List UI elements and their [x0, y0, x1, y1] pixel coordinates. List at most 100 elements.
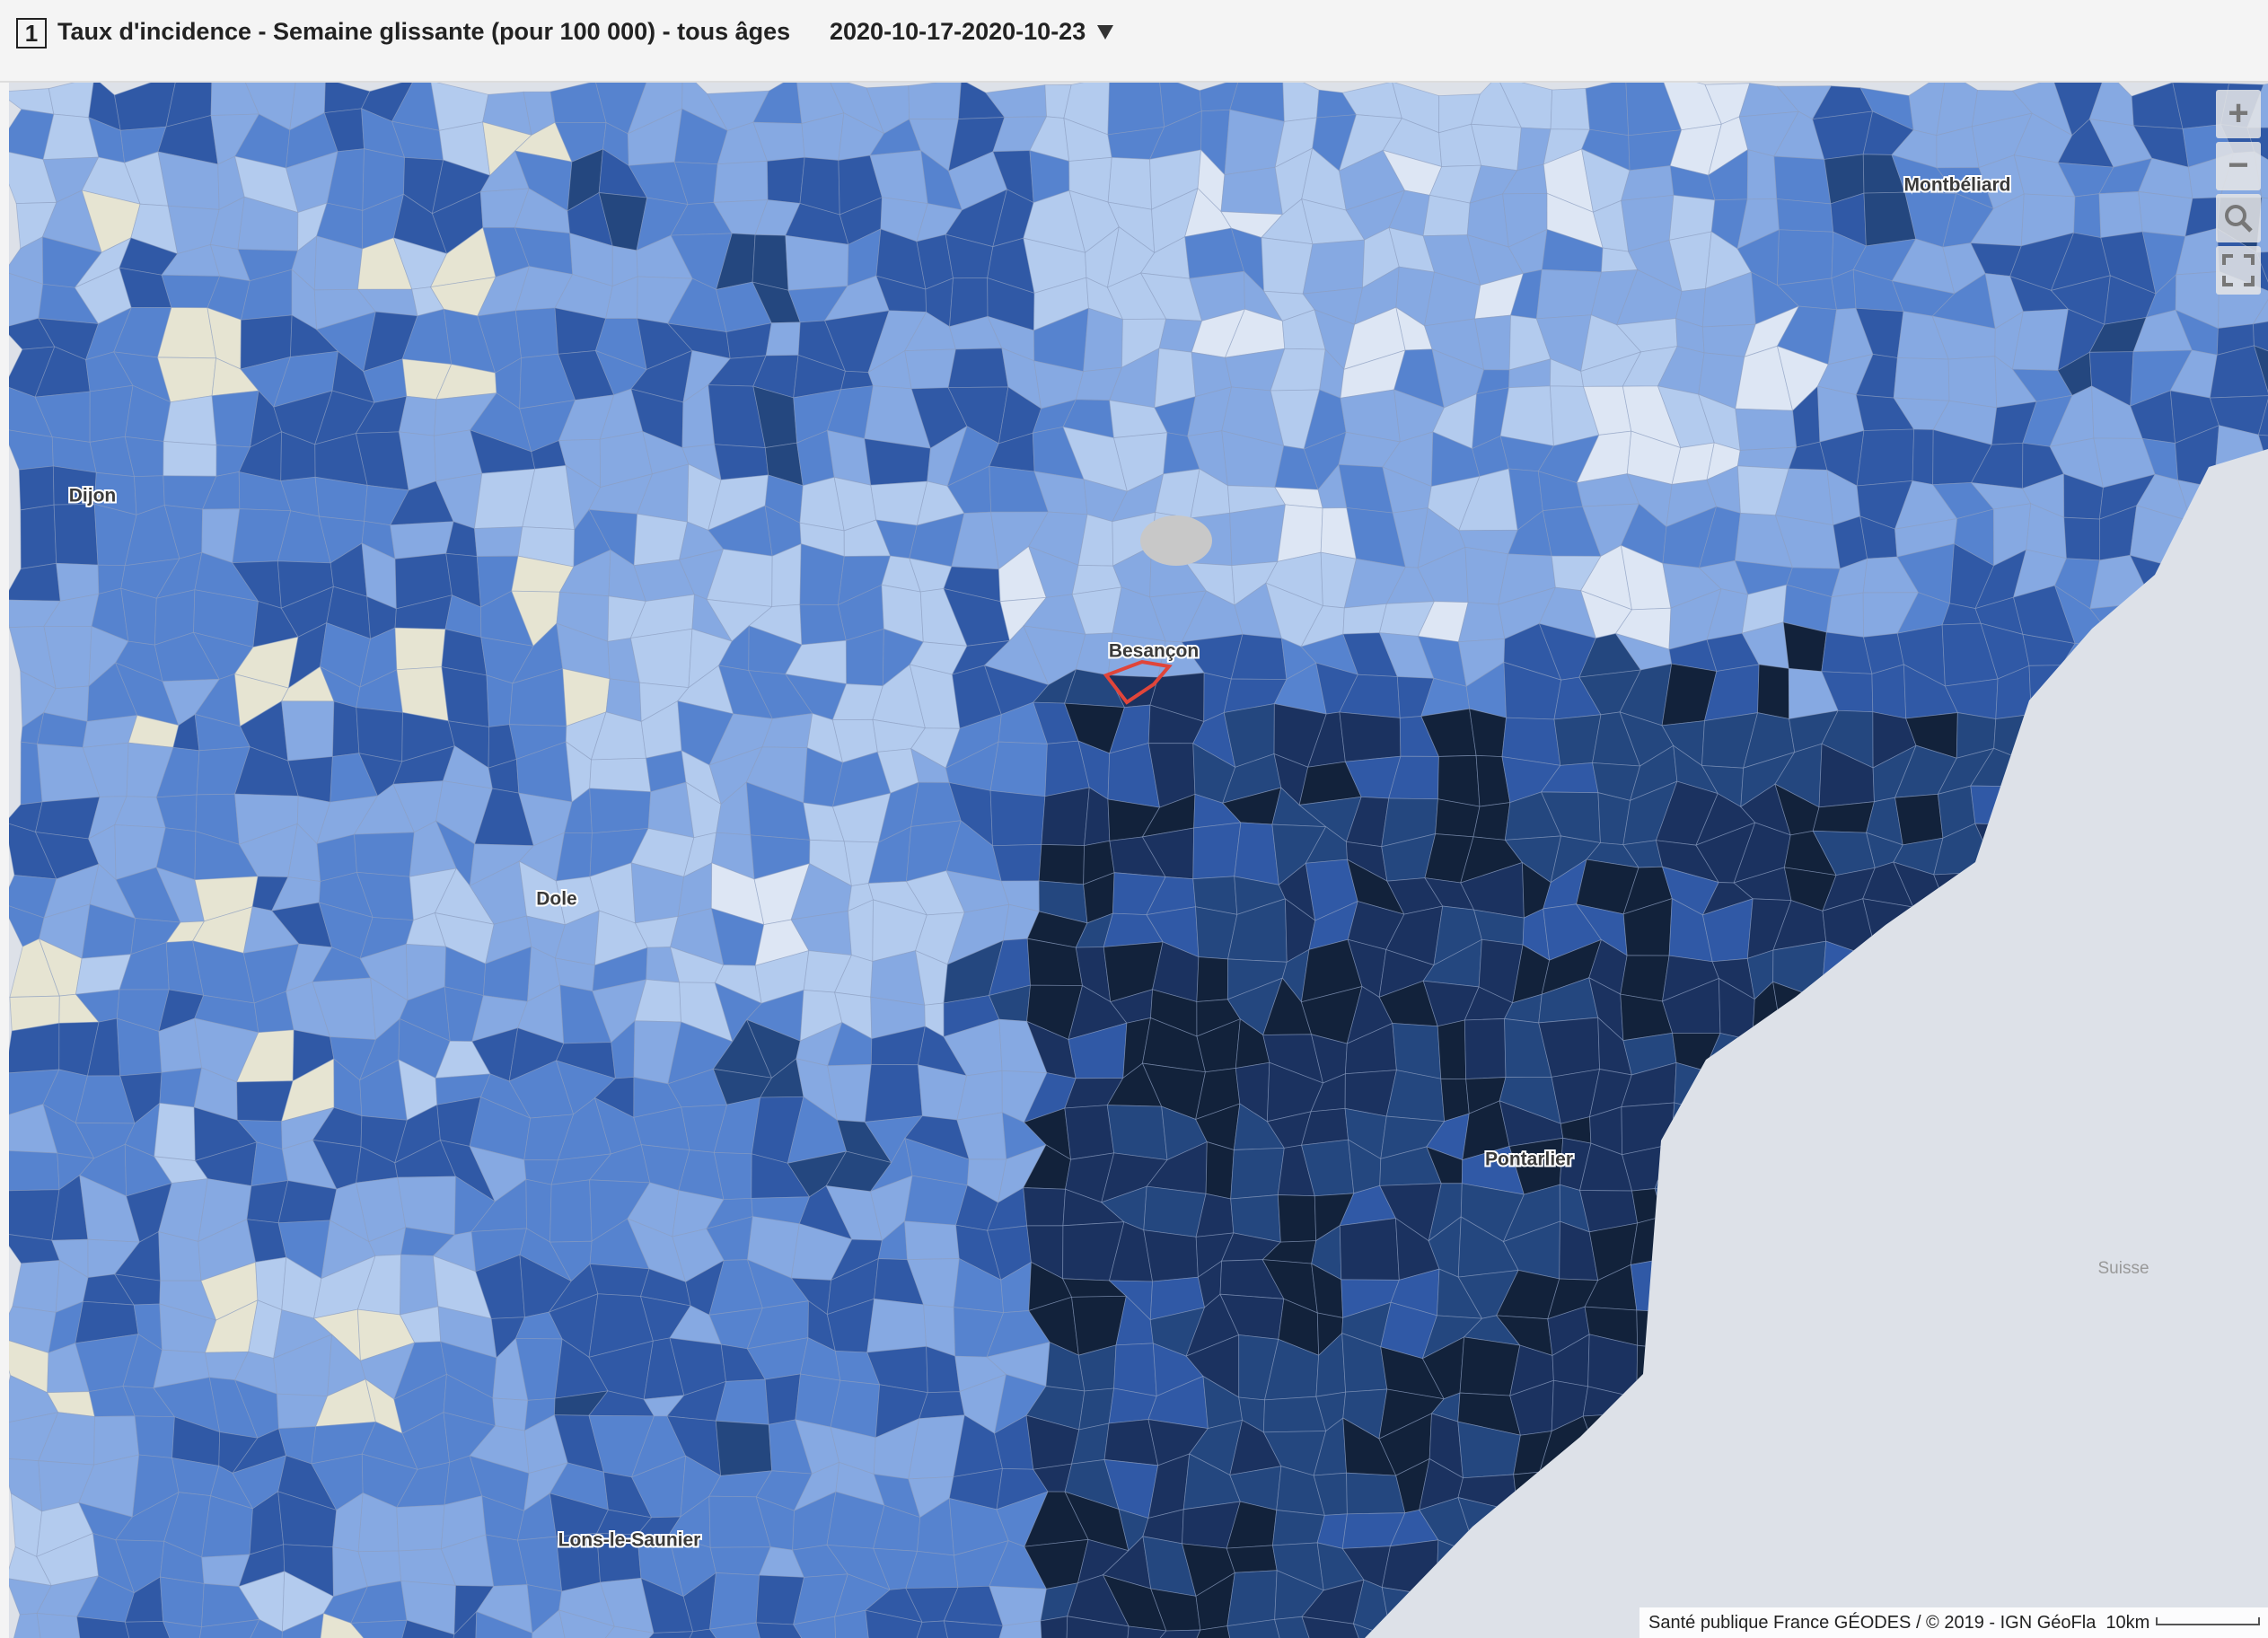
- commune: [1196, 956, 1228, 1002]
- commune: [397, 1176, 456, 1236]
- fullscreen[interactable]: [2216, 246, 2261, 295]
- zoom-in[interactable]: +: [2216, 90, 2261, 138]
- commune: [354, 832, 415, 877]
- commune: [765, 321, 801, 357]
- commune: [1437, 1019, 1467, 1079]
- scale-bar: [2155, 1617, 2260, 1625]
- commune: [36, 1613, 85, 1638]
- commune: [558, 1609, 616, 1638]
- commune: [1736, 446, 1798, 470]
- place-label: Dole: [536, 889, 577, 910]
- commune: [1226, 1570, 1278, 1627]
- commune: [1064, 1105, 1115, 1160]
- commune: [709, 1572, 760, 1630]
- commune: [9, 1613, 44, 1638]
- commune: [715, 1420, 773, 1476]
- commune: [908, 83, 963, 120]
- commune: [473, 526, 523, 557]
- commune: [396, 1504, 445, 1552]
- commune: [514, 307, 559, 358]
- commune: [1038, 843, 1085, 885]
- commune: [2257, 394, 2268, 439]
- commune: [1040, 1616, 1068, 1638]
- commune: [159, 1576, 205, 1628]
- commune: [1282, 83, 1320, 122]
- commune: [588, 1625, 655, 1638]
- no-data-commune: [1140, 515, 1212, 566]
- attribution: Santé publique France GÉODES / © 2019 - …: [1639, 1607, 2268, 1638]
- zoom-out[interactable]: −: [2216, 142, 2261, 190]
- commune: [1620, 955, 1670, 1002]
- commune: [1277, 1194, 1317, 1243]
- search[interactable]: [2216, 194, 2261, 242]
- commune: [943, 1620, 1004, 1638]
- dropdown-arrow[interactable]: [1097, 23, 1115, 41]
- commune: [18, 465, 55, 511]
- commune: [714, 444, 769, 480]
- commune: [1856, 428, 1915, 487]
- commune: [2252, 292, 2268, 325]
- place-label: Suisse: [2097, 1259, 2149, 1278]
- commune: [2255, 250, 2268, 294]
- commune: [1735, 408, 1798, 451]
- commune: [356, 707, 403, 762]
- commune: [531, 1609, 570, 1638]
- commune: [752, 233, 789, 291]
- commune: [1143, 1229, 1199, 1282]
- commune: [314, 476, 368, 522]
- commune: [1143, 1185, 1207, 1237]
- selected-commune[interactable]: [1103, 659, 1173, 705]
- commune: [394, 627, 446, 671]
- commune: [2063, 516, 2100, 561]
- commune: [1065, 1616, 1130, 1638]
- commune: [589, 757, 652, 793]
- commune: [193, 1618, 260, 1638]
- commune: [2138, 190, 2193, 237]
- commune: [1220, 166, 1283, 216]
- commune: [1550, 88, 1590, 130]
- commune: [1274, 1616, 1321, 1638]
- commune: [1339, 1218, 1400, 1281]
- commune: [163, 441, 217, 477]
- commune: [866, 1298, 927, 1353]
- commune: [1464, 1018, 1507, 1079]
- commune: [446, 1610, 478, 1638]
- map-index: 1: [16, 18, 47, 48]
- commune: [792, 1616, 838, 1638]
- commune: [1107, 156, 1152, 210]
- commune: [1234, 822, 1279, 885]
- commune: [492, 1397, 529, 1431]
- commune: [1226, 1545, 1278, 1573]
- commune: [331, 700, 360, 757]
- commune: [1776, 198, 1834, 233]
- commune: [864, 1063, 923, 1123]
- commune: [163, 1620, 202, 1638]
- place-label: Besançon: [1109, 641, 1199, 662]
- commune: [992, 843, 1042, 882]
- commune: [904, 348, 956, 390]
- commune: [549, 1179, 593, 1243]
- commune: [400, 1254, 439, 1316]
- commune: [1023, 1187, 1066, 1227]
- commune: [1385, 1070, 1446, 1123]
- commune: [1757, 664, 1789, 719]
- commune: [1271, 1510, 1325, 1546]
- period-selector[interactable]: 2020-10-17-2020-10-23: [830, 18, 1086, 45]
- commune: [1229, 504, 1286, 567]
- commune: [1107, 83, 1165, 136]
- commune: [1437, 754, 1481, 807]
- commune: [2098, 190, 2143, 239]
- commune: [1230, 1147, 1285, 1200]
- commune: [1894, 793, 1944, 846]
- commune: [9, 1189, 60, 1241]
- map[interactable]: Montbéliard Dijon Besançon Dole Pontarlier Lo…: [9, 83, 2268, 1638]
- commune: [154, 1102, 196, 1162]
- commune: [2209, 345, 2268, 399]
- commune: [163, 395, 217, 446]
- commune: [1459, 1336, 1521, 1396]
- header-bar: 1 Taux d'incidence - Semaine glissante (…: [0, 0, 2268, 83]
- commune: [2073, 193, 2102, 239]
- commune: [475, 1611, 533, 1638]
- commune: [1041, 787, 1090, 847]
